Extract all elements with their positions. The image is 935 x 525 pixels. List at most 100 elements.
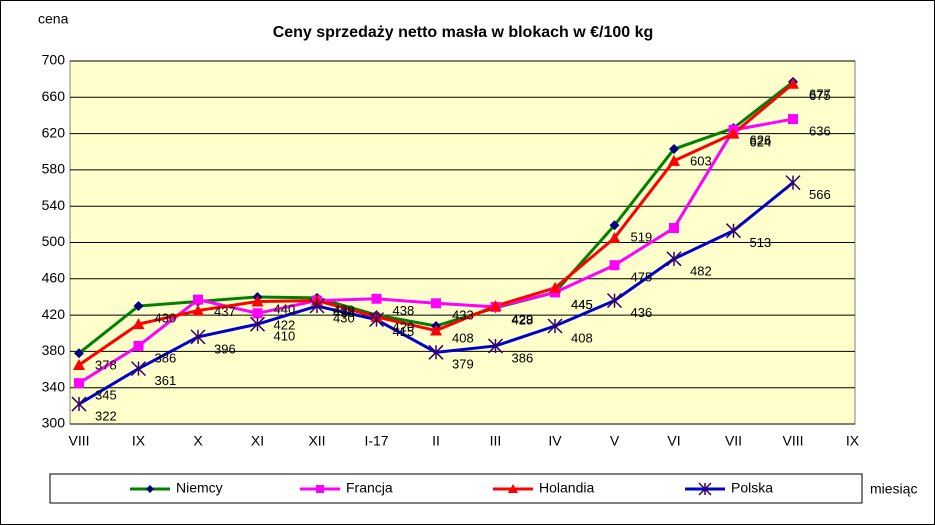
marker [787, 77, 799, 89]
marker [74, 348, 84, 359]
data-label: 415 [393, 324, 415, 339]
y-tick-label: 700 [42, 52, 66, 68]
x-tick-label: I-17 [364, 433, 388, 449]
marker [666, 251, 682, 267]
x-tick-label: XII [308, 433, 325, 449]
marker [133, 340, 144, 351]
marker [368, 312, 385, 328]
marker [428, 344, 444, 360]
marker [547, 318, 563, 334]
data-label: 428 [512, 312, 534, 327]
marker [73, 359, 85, 371]
marker [71, 396, 87, 412]
y-tick-label: 340 [42, 378, 66, 394]
data-label: 408 [571, 330, 593, 345]
marker [251, 295, 264, 307]
legend [49, 473, 863, 504]
data-label: 439 [333, 302, 355, 317]
y-tick-label: 540 [42, 197, 66, 213]
legend-label: Francja [346, 480, 393, 496]
x-tick-label: VIII [782, 433, 803, 449]
y-tick-label: 460 [42, 270, 66, 286]
chart-title: Ceny sprzedaży netto masła w blokach w €… [273, 24, 654, 41]
marker [609, 260, 620, 271]
marker [431, 298, 441, 309]
x-tick-label: VI [667, 433, 680, 449]
marker [698, 482, 712, 496]
data-label: 430 [155, 310, 177, 325]
marker [316, 485, 324, 493]
marker [132, 318, 145, 330]
marker [130, 361, 147, 377]
data-label: 675 [809, 88, 831, 103]
x-tick-label: VII [725, 433, 742, 449]
y-tick-label: 300 [42, 415, 66, 431]
data-label: 429 [512, 311, 534, 326]
marker [788, 114, 798, 125]
data-label: 433 [452, 308, 474, 323]
x-tick-label: II [432, 433, 440, 449]
data-label: 386 [512, 350, 534, 365]
data-label: 440 [274, 301, 296, 316]
data-label: 322 [95, 408, 117, 423]
data-label: 475 [631, 270, 653, 285]
data-label: 386 [155, 350, 177, 365]
data-label: 436 [333, 305, 355, 320]
data-label: 430 [333, 310, 355, 325]
marker [309, 298, 325, 314]
data-label: 408 [452, 330, 474, 345]
data-label: 445 [571, 297, 593, 312]
data-label: 379 [452, 357, 474, 372]
data-label: 345 [95, 388, 117, 403]
marker [190, 329, 206, 345]
marker [668, 154, 680, 166]
y-tick-label: 620 [42, 124, 66, 140]
y-tick-label: 420 [42, 306, 66, 322]
y-tick-label: 660 [42, 88, 66, 104]
x-tick-label: VIII [68, 433, 89, 449]
x-tick-label: III [490, 433, 502, 449]
data-label: 603 [690, 153, 712, 168]
data-label: 566 [809, 187, 831, 202]
data-label: 410 [274, 329, 296, 344]
marker [608, 231, 621, 243]
marker [549, 281, 561, 293]
marker [725, 223, 742, 239]
data-label: 624 [750, 134, 772, 149]
data-label: 361 [155, 373, 177, 388]
marker [146, 485, 154, 493]
marker [606, 293, 623, 309]
x-axis-label: miesiąc [870, 481, 917, 497]
data-label: 378 [95, 358, 117, 373]
legend-label: Niemcy [176, 480, 223, 496]
legend-label: Holandia [539, 480, 594, 496]
data-label: 422 [274, 318, 296, 333]
marker [669, 222, 679, 233]
marker [785, 175, 801, 191]
y-tick-label: 580 [42, 161, 66, 177]
marker [192, 304, 204, 316]
marker [74, 378, 84, 389]
marker [371, 293, 382, 304]
data-label: 636 [809, 124, 831, 139]
legend-label: Polska [731, 480, 773, 496]
data-label: 482 [690, 263, 712, 278]
marker [430, 324, 442, 336]
x-tick-label: IX [132, 433, 146, 449]
x-tick-label: XI [251, 433, 264, 449]
data-label: 626 [750, 133, 772, 148]
marker [489, 300, 502, 312]
marker [487, 338, 504, 354]
data-label: 677 [809, 86, 831, 101]
x-tick-label: X [193, 433, 203, 449]
x-tick-label: V [610, 433, 620, 449]
data-label: 438 [393, 303, 415, 318]
y-tick-label: 380 [42, 342, 66, 358]
data-label: 436 [631, 305, 653, 320]
y-tick-label: 500 [42, 233, 66, 249]
marker [193, 294, 203, 305]
marker [508, 484, 518, 493]
marker [249, 316, 266, 332]
data-label: 445 [571, 297, 593, 312]
